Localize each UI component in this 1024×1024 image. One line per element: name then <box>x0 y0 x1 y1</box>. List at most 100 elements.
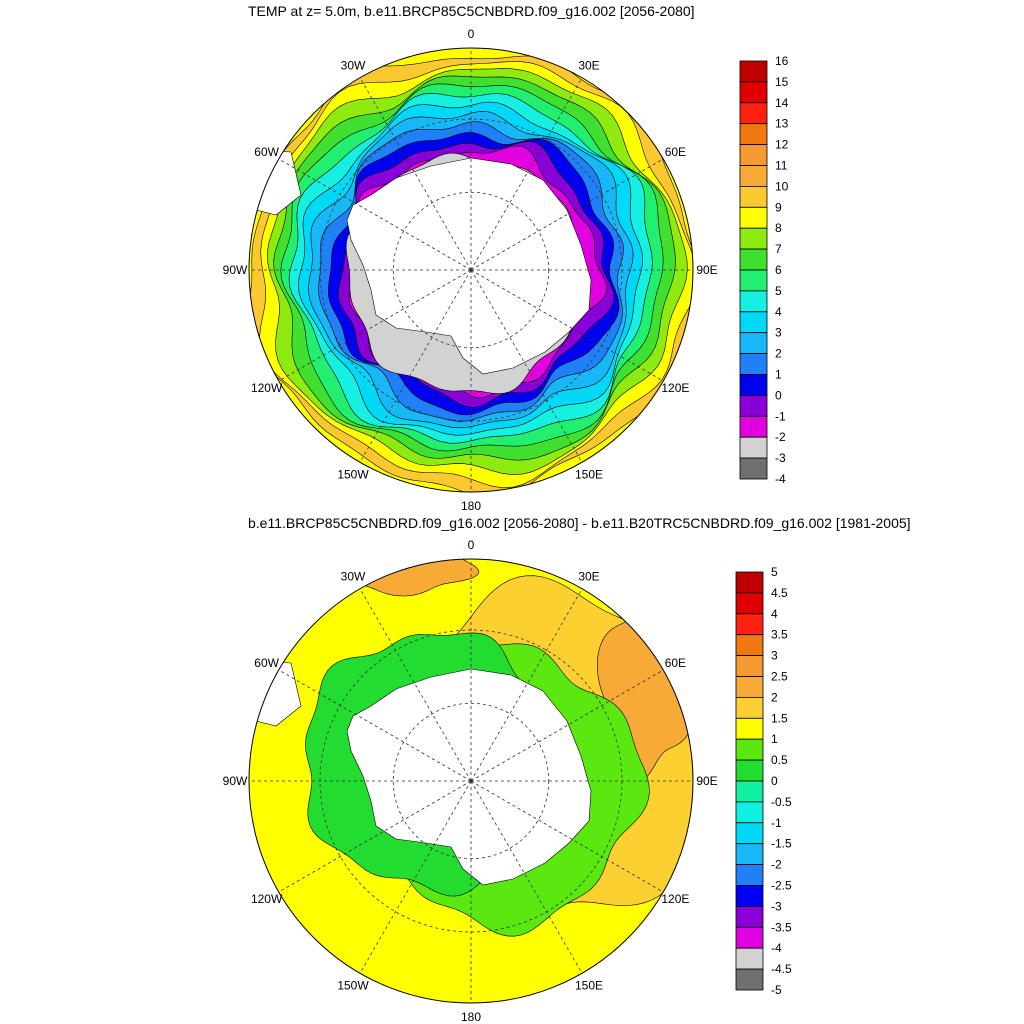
colorbar-tick-label: 11 <box>775 159 788 173</box>
longitude-label: 120W <box>251 381 283 395</box>
colorbar-swatch <box>739 81 768 104</box>
longitude-label: 150W <box>337 978 369 992</box>
longitude-label: 60W <box>254 145 279 159</box>
longitude-label: 180 <box>461 499 481 513</box>
meridian-line <box>470 780 664 893</box>
colorbar-swatch <box>739 185 768 208</box>
map-boundary <box>248 47 694 493</box>
colorbar-tick-label: 5 <box>771 565 778 579</box>
colorbar-swatch <box>739 206 768 229</box>
colorbar-swatch <box>735 822 764 845</box>
colorbar-tick-label: 10 <box>775 179 789 193</box>
longitude-label: 0 <box>468 538 475 552</box>
colorbar-swatch <box>739 332 768 355</box>
colorbar-swatch <box>735 926 764 949</box>
colorbar-tick-label: 12 <box>775 138 789 152</box>
colorbar-swatch <box>735 592 764 615</box>
colorbar-tick-label: -3.5 <box>771 920 792 934</box>
meridian-line <box>470 158 664 271</box>
meridian-line <box>359 780 472 974</box>
colorbar-swatch <box>739 123 768 145</box>
colorbar-tick-label: 3 <box>775 326 782 340</box>
colorbar-swatch <box>739 374 768 396</box>
longitude-label: 90W <box>223 774 248 788</box>
meridian-line <box>359 77 472 271</box>
meridian-line <box>278 780 472 893</box>
meridian-line <box>470 780 583 974</box>
colorbar-tick-label: -4 <box>771 941 782 955</box>
colorbar-tick-label: 2.5 <box>771 670 788 684</box>
longitude-label: 150E <box>575 467 603 481</box>
bottom-map-fill <box>249 559 693 1003</box>
colorbar-tick-label: 3.5 <box>771 628 788 642</box>
longitude-label: 150E <box>575 978 603 992</box>
longitude-label: 30W <box>341 570 366 584</box>
colorbar-swatch <box>739 457 768 480</box>
colorbar-tick-label: -3 <box>771 899 782 913</box>
colorbar-swatch <box>735 759 764 782</box>
longitude-label: 60E <box>665 656 686 670</box>
colorbar-tick-label: -2.5 <box>771 879 792 893</box>
longitude-label: 30W <box>341 59 366 73</box>
map-boundary <box>248 558 694 1004</box>
colorbar-tick-label: 15 <box>775 75 789 89</box>
longitude-label: 30E <box>578 570 599 584</box>
colorbar-swatch <box>739 102 768 125</box>
latitude-circle <box>392 702 550 860</box>
meridian-line <box>470 669 664 782</box>
colorbar-swatch <box>739 353 768 375</box>
colorbar-tick-label: 8 <box>775 221 782 235</box>
colorbar-tick-label: 5 <box>775 284 782 298</box>
meridian-line <box>278 158 472 271</box>
top-map-fill <box>249 48 693 492</box>
colorbar-swatch <box>735 906 764 928</box>
meridian-line <box>359 588 472 782</box>
colorbar-tick-label: 4 <box>771 607 778 621</box>
longitude-label: 30E <box>578 59 599 73</box>
colorbar-swatch <box>739 227 768 250</box>
colorbar-tick-label: -5 <box>771 983 782 997</box>
colorbar-tick-label: 1 <box>771 732 778 746</box>
colorbar-tick-label: 13 <box>775 117 789 131</box>
colorbar-tick-label: 0 <box>775 388 782 402</box>
colorbar-swatch <box>739 165 768 187</box>
colorbar-swatch <box>735 885 764 907</box>
longitude-label: 90E <box>696 774 717 788</box>
meridian-line <box>278 269 472 382</box>
colorbar-swatch <box>739 311 768 334</box>
colorbar-swatch <box>735 843 764 866</box>
colorbar-swatch <box>735 717 764 740</box>
longitude-label: 120E <box>661 381 689 395</box>
colorbar-swatch <box>735 634 764 657</box>
colorbar-tick-label: 6 <box>775 263 782 277</box>
colorbar-tick-label: 4 <box>775 305 782 319</box>
colorbar-tick-label: 0.5 <box>771 753 788 767</box>
meridian-line <box>470 269 583 463</box>
colorbar-swatch <box>739 269 768 292</box>
colorbar-tick-label: 4.5 <box>771 586 788 600</box>
colorbar-tick-label: -3 <box>775 451 786 465</box>
colorbar-tick-label: 14 <box>775 96 789 110</box>
longitude-label: 0 <box>468 27 475 41</box>
bottom-polar-map: 0 30E 60E 90E 120E 150E 180 150W 120W 90W 60W 30W 5 4… <box>223 538 792 1024</box>
colorbar-swatch <box>735 968 764 991</box>
colorbar-swatch <box>739 436 768 459</box>
colorbar-tick-label: -4.5 <box>771 962 792 976</box>
colorbar-tick-label: -0.5 <box>771 795 792 809</box>
colorbar-swatch <box>735 613 764 636</box>
longitude-label: 60W <box>254 656 279 670</box>
colorbar-swatch <box>739 415 768 438</box>
bottom-chart-title: b.e11.BRCP85C5CNBDRD.f09_g16.002 [2056-2… <box>248 515 911 531</box>
colorbar-tick-label: -1.5 <box>771 837 792 851</box>
colorbar-swatch <box>735 780 764 803</box>
meridian-line <box>470 77 583 271</box>
longitude-label: 120W <box>251 892 283 906</box>
colorbar-tick-label: 0 <box>771 774 778 788</box>
colorbar-tick-label: 1.5 <box>771 711 788 725</box>
colorbar-tick-label: 2 <box>775 347 782 361</box>
longitude-label: 90W <box>223 263 248 277</box>
colorbar-swatch <box>739 144 768 166</box>
colorbar-tick-label: -4 <box>775 472 786 486</box>
